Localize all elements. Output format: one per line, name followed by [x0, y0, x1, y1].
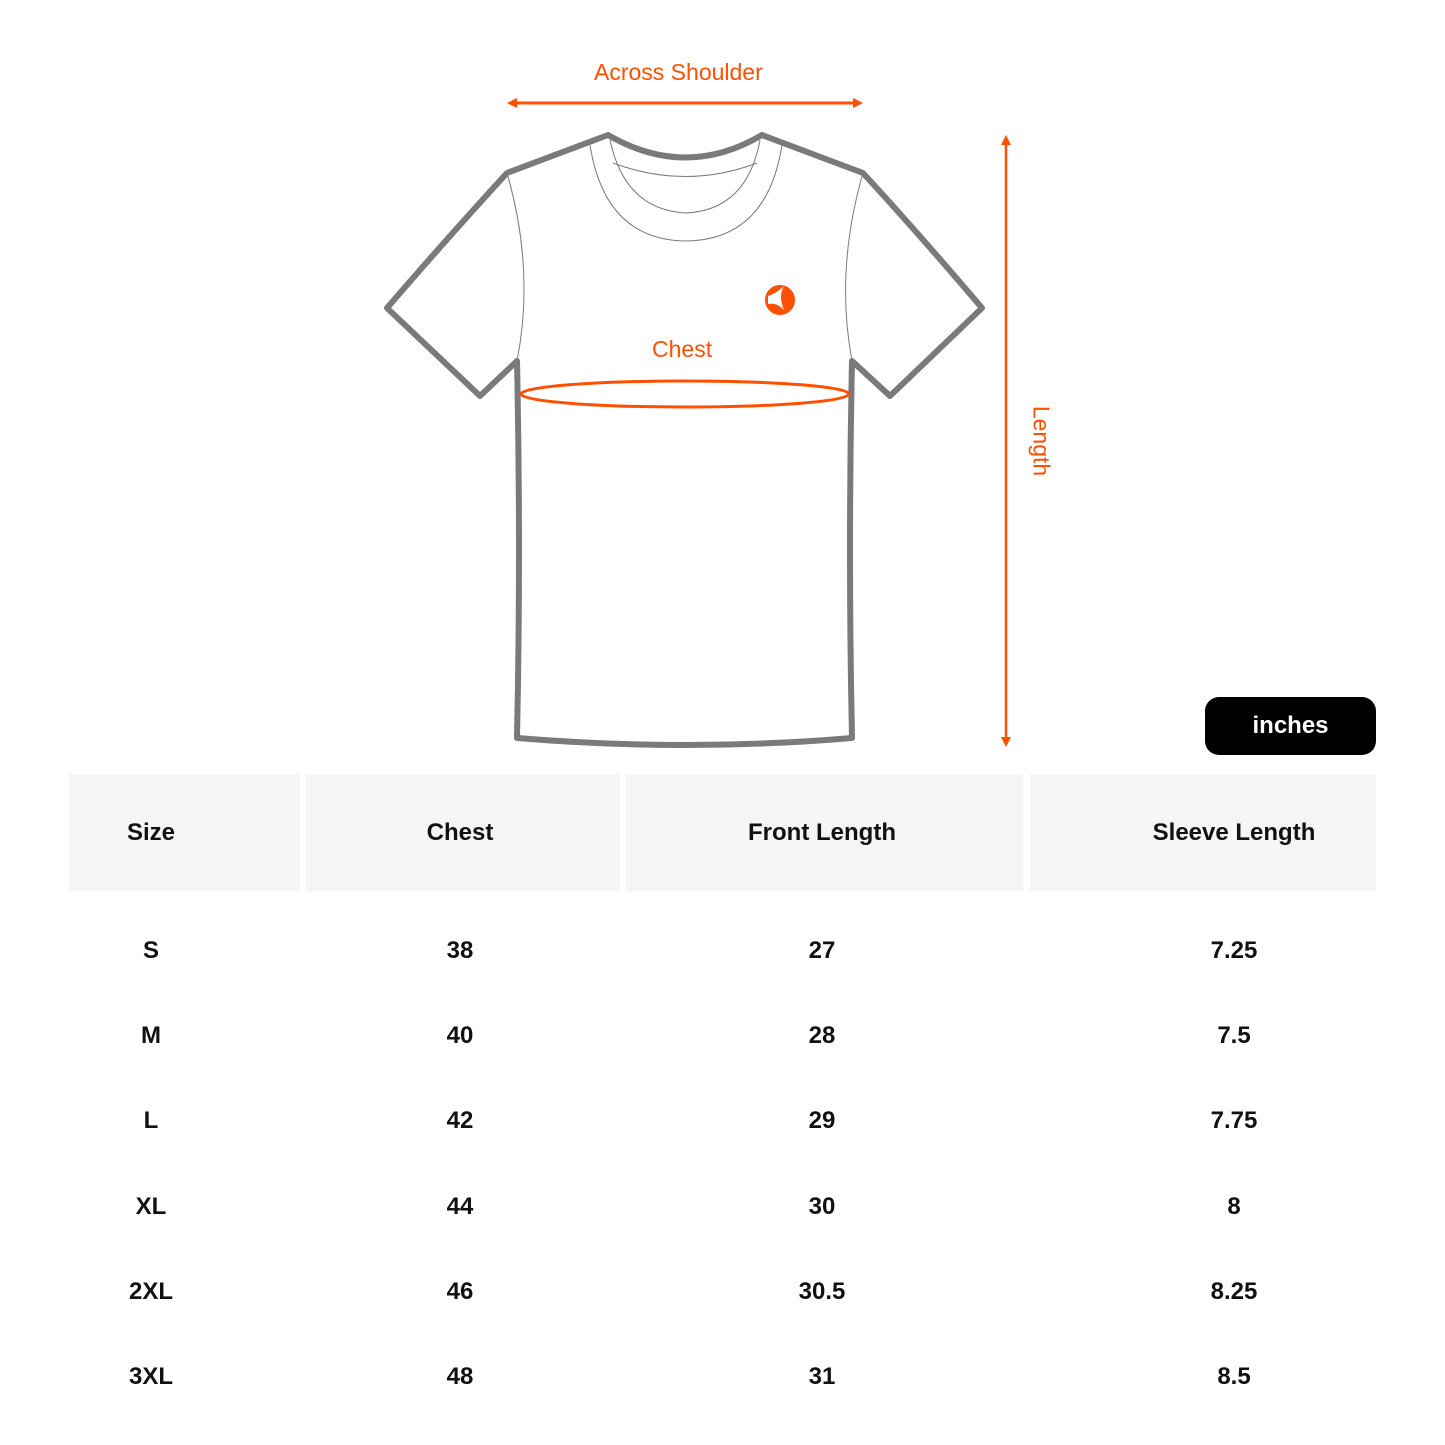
unit-toggle-button[interactable]: inches — [1205, 697, 1376, 755]
column-header: Front Length — [748, 819, 896, 846]
table-cell: 2XL — [128, 1277, 174, 1305]
header-cell — [69, 774, 300, 891]
brand-logo — [765, 285, 795, 315]
length-label: Length — [1028, 405, 1055, 477]
table-cell: 7.5 — [1217, 1022, 1251, 1050]
table-cell: 31 — [808, 1363, 836, 1390]
table-cell: 29 — [808, 1107, 836, 1135]
table-cell: XL — [135, 1192, 167, 1220]
table-cell: L — [143, 1107, 159, 1135]
header-cell — [306, 774, 620, 891]
table-cell: 30 — [808, 1192, 836, 1220]
column-header: Sleeve Length — [1152, 819, 1316, 846]
table-cell: 8.5 — [1217, 1363, 1251, 1390]
table-cell: 7.25 — [1210, 937, 1258, 964]
table-cell: 48 — [446, 1363, 474, 1390]
table-cell: 46 — [446, 1277, 474, 1305]
table-cell: 40 — [446, 1022, 474, 1050]
header-cell — [626, 774, 1023, 891]
table-cell: S — [142, 937, 160, 964]
across-shoulder-label: Across Shoulder — [594, 59, 763, 85]
table-cell: 30.5 — [798, 1277, 846, 1305]
chest-ellipse — [519, 379, 851, 409]
table-cell: 3XL — [128, 1363, 174, 1390]
table-cell: 44 — [446, 1192, 474, 1220]
table-cell: 28 — [808, 1022, 836, 1050]
tshirt-diagram — [384, 98, 1011, 748]
column-header: Size — [126, 819, 176, 846]
table-cell: 42 — [446, 1107, 474, 1135]
table-cell: 7.75 — [1210, 1107, 1258, 1135]
header-cell — [1030, 774, 1376, 891]
tshirt-outline — [384, 132, 985, 748]
table-cell: 8 — [1227, 1192, 1241, 1220]
table-cell: M — [141, 1022, 161, 1050]
chest-label: Chest — [652, 336, 713, 362]
table-cell: 27 — [808, 937, 836, 964]
table-cell: 38 — [446, 937, 474, 964]
column-header: Chest — [426, 819, 494, 846]
table-cell: 8.25 — [1210, 1277, 1258, 1305]
